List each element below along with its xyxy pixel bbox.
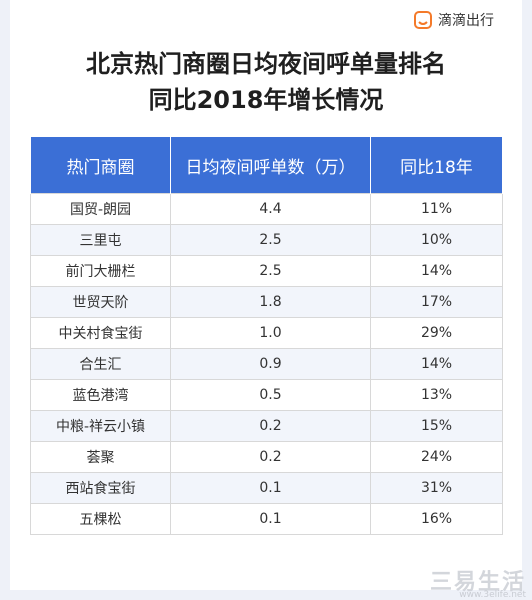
cell-orders: 0.5 (170, 379, 371, 411)
cell-growth: 17% (370, 286, 503, 318)
cell-orders: 0.2 (170, 441, 371, 473)
cell-orders: 1.0 (170, 317, 371, 349)
brand: 滴滴出行 (414, 10, 494, 30)
title-line-2: 同比2018年增长情况 (148, 86, 384, 114)
table-row: 三里屯 2.5 10% (30, 224, 503, 256)
page-title: 北京热门商圈日均夜间呼单量排名 同比2018年增长情况 (10, 46, 522, 118)
cell-district: 三里屯 (30, 224, 171, 256)
cell-growth: 31% (370, 472, 503, 504)
cell-orders: 0.1 (170, 472, 371, 504)
table-header-row: 热门商圈 日均夜间呼单数（万） 同比18年 (30, 137, 503, 194)
table-row: 前门大栅栏 2.5 14% (30, 255, 503, 287)
watermark-url: www.3elife.net (459, 590, 526, 600)
cell-orders: 0.2 (170, 410, 371, 442)
cell-orders: 1.8 (170, 286, 371, 318)
cell-growth: 13% (370, 379, 503, 411)
cell-growth: 11% (370, 193, 503, 225)
didi-logo-icon (414, 11, 432, 29)
table-row: 西站食宝街 0.1 31% (30, 472, 503, 504)
header-district: 热门商圈 (30, 137, 171, 194)
cell-district: 世贸天阶 (30, 286, 171, 318)
table-row: 中关村食宝街 1.0 29% (30, 317, 503, 349)
cell-district: 蓝色港湾 (30, 379, 171, 411)
watermark-text: 三易生活 (429, 570, 526, 595)
ranking-table: 热门商圈 日均夜间呼单数（万） 同比18年 国贸-朗园 4.4 11% 三里屯 … (30, 137, 503, 535)
header-growth: 同比18年 (370, 137, 503, 194)
cell-growth: 15% (370, 410, 503, 442)
cell-district: 荟聚 (30, 441, 171, 473)
cell-district: 前门大栅栏 (30, 255, 171, 287)
infographic-card: 滴滴出行 北京热门商圈日均夜间呼单量排名 同比2018年增长情况 热门商圈 日均… (10, 0, 522, 590)
table-row: 国贸-朗园 4.4 11% (30, 193, 503, 225)
cell-district: 中关村食宝街 (30, 317, 171, 349)
header-orders: 日均夜间呼单数（万） (170, 137, 371, 194)
table-row: 荟聚 0.2 24% (30, 441, 503, 473)
table-row: 中粮-祥云小镇 0.2 15% (30, 410, 503, 442)
cell-growth: 16% (370, 503, 503, 535)
brand-name: 滴滴出行 (438, 13, 494, 29)
table-row: 合生汇 0.9 14% (30, 348, 503, 380)
table-row: 世贸天阶 1.8 17% (30, 286, 503, 318)
cell-orders: 4.4 (170, 193, 371, 225)
cell-growth: 24% (370, 441, 503, 473)
cell-district: 五棵松 (30, 503, 171, 535)
cell-orders: 0.1 (170, 503, 371, 535)
watermark: 三易生活 (430, 564, 526, 596)
cell-district: 国贸-朗园 (30, 193, 171, 225)
cell-district: 西站食宝街 (30, 472, 171, 504)
cell-district: 合生汇 (30, 348, 171, 380)
table-row: 蓝色港湾 0.5 13% (30, 379, 503, 411)
cell-growth: 10% (370, 224, 503, 256)
cell-orders: 2.5 (170, 224, 371, 256)
cell-orders: 2.5 (170, 255, 371, 287)
cell-growth: 14% (370, 348, 503, 380)
cell-orders: 0.9 (170, 348, 371, 380)
title-line-1: 北京热门商圈日均夜间呼单量排名 (86, 50, 446, 78)
table-row: 五棵松 0.1 16% (30, 503, 503, 535)
cell-growth: 14% (370, 255, 503, 287)
cell-growth: 29% (370, 317, 503, 349)
cell-district: 中粮-祥云小镇 (30, 410, 171, 442)
